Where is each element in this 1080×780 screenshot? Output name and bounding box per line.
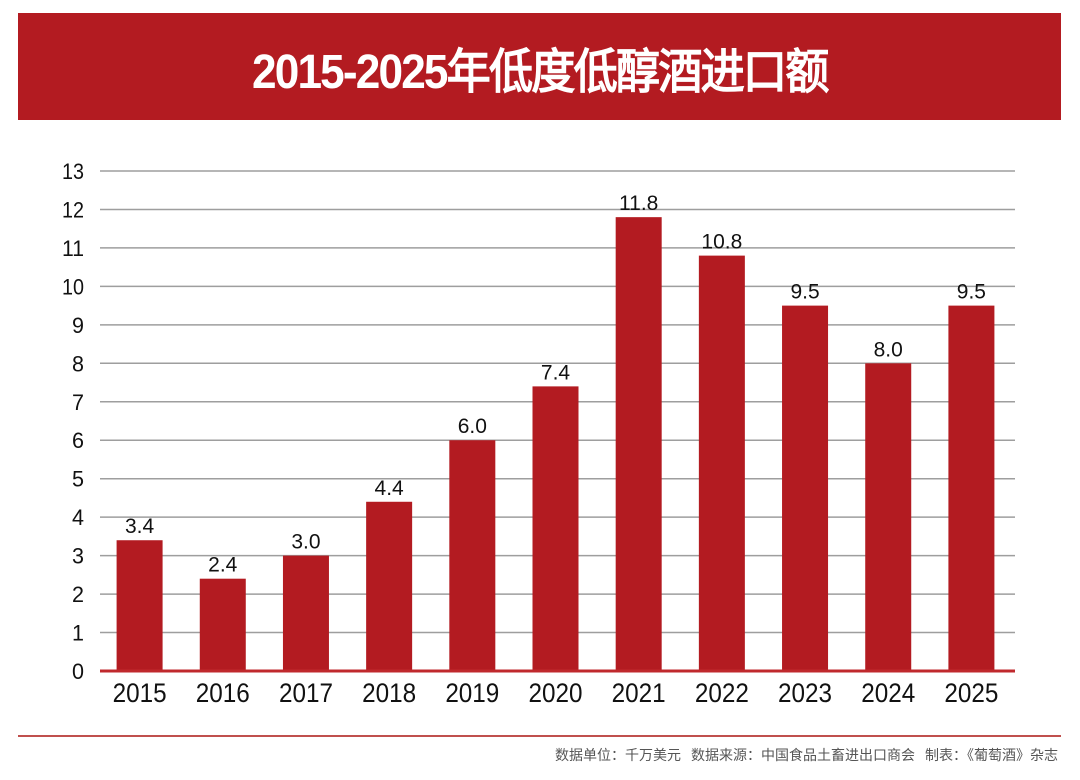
- y-tick-label: 1: [72, 621, 84, 646]
- y-tick-label: 2: [72, 582, 84, 607]
- y-tick-label: 3: [72, 544, 84, 569]
- y-tick-label: 8: [72, 351, 84, 376]
- data-label: 10.8: [701, 231, 742, 254]
- y-tick-label: 9: [72, 313, 84, 338]
- footer-note: 数据单位：千万美元 数据来源：中国食品土畜进出口商会 制表：《葡萄酒》杂志: [545, 745, 1058, 765]
- data-label: 8.0: [874, 338, 903, 361]
- y-tick-label: 13: [62, 159, 84, 184]
- x-tick-label: 2015: [113, 678, 167, 708]
- title-banner: 2015-2025年低度低醇酒进口额: [18, 13, 1061, 120]
- x-tick-label: 2024: [861, 678, 915, 708]
- y-tick-label: 7: [72, 390, 84, 415]
- x-tick-label: 2017: [279, 678, 333, 708]
- bar: [532, 386, 579, 671]
- data-label: 6.0: [458, 415, 487, 438]
- data-unit-note: 数据单位：千万美元: [555, 748, 681, 764]
- bar: [698, 255, 745, 671]
- data-label: 2.4: [208, 554, 238, 577]
- y-tick-label: 12: [62, 197, 84, 222]
- chart-title: 2015-2025年低度低醇酒进口额: [251, 45, 829, 99]
- x-tick-label: 2019: [445, 678, 499, 708]
- x-tick-label: 2021: [612, 678, 666, 708]
- bar: [282, 555, 329, 671]
- data-label: 3.4: [125, 515, 155, 538]
- x-tick-label: 2023: [778, 678, 832, 708]
- bar-chart: 0123456789101112133.420152.420163.020174…: [62, 159, 1015, 708]
- x-tick-label: 2020: [529, 678, 583, 708]
- data-label: 9.5: [790, 281, 819, 304]
- bar: [615, 217, 662, 671]
- bar: [865, 363, 912, 671]
- y-tick-label: 5: [72, 467, 84, 492]
- bar: [366, 501, 413, 671]
- x-tick-label: 2018: [362, 678, 416, 708]
- bar: [782, 305, 829, 671]
- y-tick-label: 11: [62, 236, 84, 261]
- bar: [199, 578, 246, 671]
- y-tick-label: 0: [72, 659, 84, 684]
- y-tick-label: 10: [62, 274, 84, 299]
- bar: [116, 540, 163, 671]
- data-source-note: 数据来源：中国食品土畜进出口商会: [691, 748, 915, 764]
- x-tick-label: 2025: [944, 678, 998, 708]
- data-label: 9.5: [957, 281, 986, 304]
- x-tick-label: 2022: [695, 678, 749, 708]
- y-tick-label: 4: [72, 505, 84, 530]
- x-tick-label: 2016: [196, 678, 250, 708]
- data-label: 7.4: [541, 361, 571, 384]
- bar: [449, 440, 496, 671]
- data-label: 3.0: [291, 531, 320, 554]
- data-label: 11.8: [619, 192, 658, 215]
- y-tick-label: 6: [72, 428, 84, 453]
- bar: [948, 305, 995, 671]
- producer-note: 制表：《葡萄酒》杂志: [925, 748, 1058, 764]
- footer-divider: [18, 735, 1061, 737]
- data-label: 4.4: [375, 477, 405, 500]
